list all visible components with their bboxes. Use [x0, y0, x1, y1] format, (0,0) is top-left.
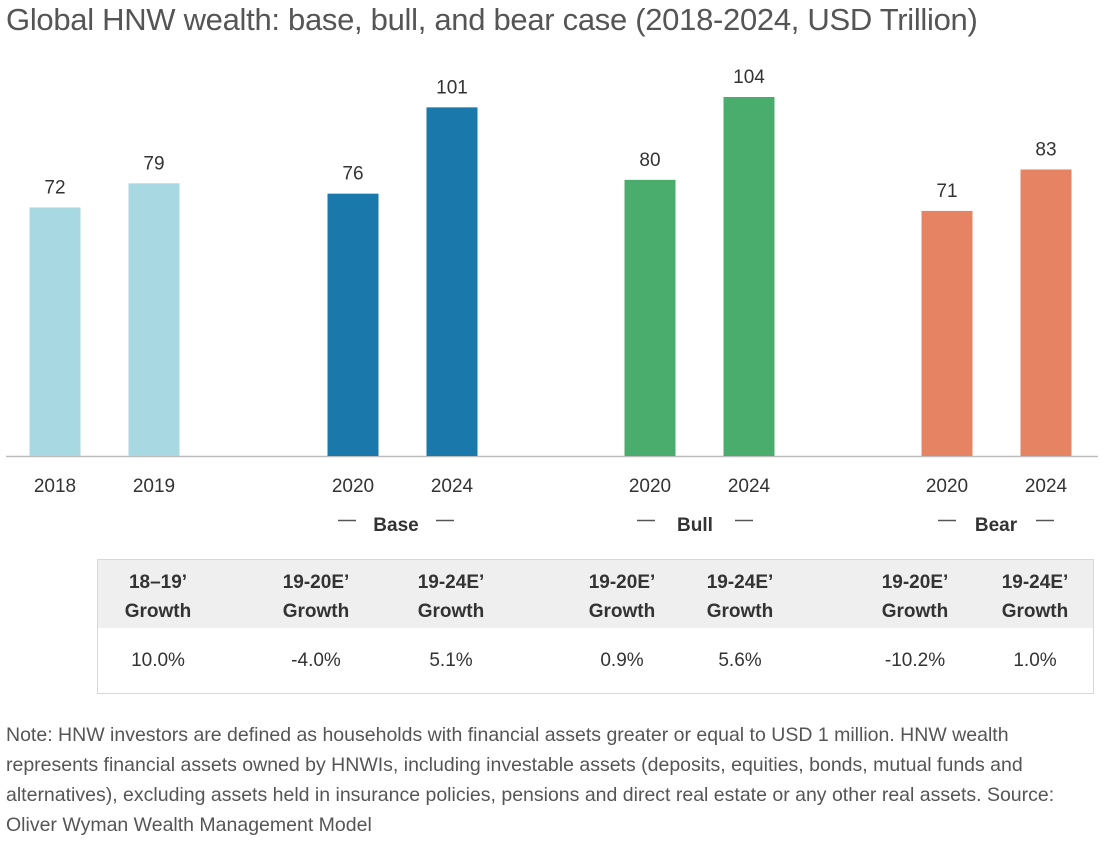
header-period: 19-20E’ — [881, 572, 949, 593]
x-tick-label: 2024 — [431, 476, 474, 497]
table-value-cell: 5.6% — [718, 650, 762, 671]
table-value-cell: -10.2% — [884, 650, 946, 671]
data-label: 79 — [143, 153, 164, 174]
growth-table-header: 18–19’ Growth 19-20E’ Growth 19-24E’ Growth 19… — [98, 560, 1093, 628]
header-period: 19-20E’ — [588, 572, 656, 593]
x-tick-label: 2019 — [133, 476, 175, 497]
bar-base-2024 — [426, 107, 478, 456]
table-value-cell: -4.0% — [291, 650, 341, 671]
bar-2019 — [128, 183, 180, 456]
header-period: 18–19’ — [128, 572, 188, 593]
table-value-cell: 5.1% — [429, 650, 473, 671]
header-metric: Growth — [1001, 601, 1069, 622]
bar-bull-2024 — [723, 97, 775, 456]
header-period: 19-24E’ — [1001, 572, 1069, 593]
footnote: Note: HNW investors are defined as house… — [6, 724, 1055, 836]
header-metric: Growth — [881, 601, 949, 622]
bar-2018 — [29, 207, 81, 456]
bar-base-2020 — [327, 193, 379, 456]
header-period: 19-20E’ — [282, 572, 350, 593]
bar-chart: 72 2018 79 2019 76 2020 101 2024 Base 80 2020 104 20… — [6, 67, 1098, 536]
table-value-cell: 1.0% — [1013, 650, 1057, 671]
x-tick-label: 2020 — [332, 476, 374, 497]
table-header-cell: 19-24E’ Growth — [391, 568, 511, 626]
header-metric: Growth — [124, 601, 192, 622]
header-metric: Growth — [282, 601, 350, 622]
header-period: 19-24E’ — [706, 572, 774, 593]
table-header-cell: 18–19’ Growth — [98, 568, 218, 626]
data-label: 83 — [1035, 139, 1056, 160]
group-label-bear: Bear — [975, 515, 1018, 536]
x-tick-label: 2020 — [629, 476, 671, 497]
table-header-cell: 19-20E’ Growth — [256, 568, 376, 626]
data-label: 104 — [733, 67, 765, 88]
x-tick-label: 2020 — [926, 476, 968, 497]
header-period: 19-24E’ — [417, 572, 485, 593]
table-value-cell: 10.0% — [131, 650, 185, 671]
group-label-base: Base — [373, 515, 418, 536]
x-tick-label: 2024 — [1025, 476, 1068, 497]
table-header-cell: 19-24E’ Growth — [680, 568, 800, 626]
table-header-cell: 19-24E’ Growth — [975, 568, 1095, 626]
growth-table: 18–19’ Growth 19-20E’ Growth 19-24E’ Growth 19… — [97, 559, 1094, 694]
x-tick-label: 2018 — [34, 476, 76, 497]
bar-bull-2020 — [624, 179, 676, 456]
data-label: 72 — [44, 177, 65, 198]
data-label: 76 — [342, 164, 363, 185]
chart-title: Global HNW wealth: base, bull, and bear … — [6, 2, 978, 37]
bar-bear-2020 — [921, 210, 973, 456]
table-value-cell: 0.9% — [600, 650, 644, 671]
table-header-cell: 19-20E’ Growth — [855, 568, 975, 626]
bar-bear-2024 — [1020, 169, 1072, 456]
group-label-bull: Bull — [677, 515, 713, 536]
data-label: 80 — [639, 150, 660, 171]
table-header-cell: 19-20E’ Growth — [562, 568, 682, 626]
header-metric: Growth — [588, 601, 656, 622]
data-label: 101 — [436, 77, 468, 98]
x-tick-label: 2024 — [728, 476, 771, 497]
data-label: 71 — [936, 181, 957, 202]
header-metric: Growth — [417, 601, 485, 622]
header-metric: Growth — [706, 601, 774, 622]
